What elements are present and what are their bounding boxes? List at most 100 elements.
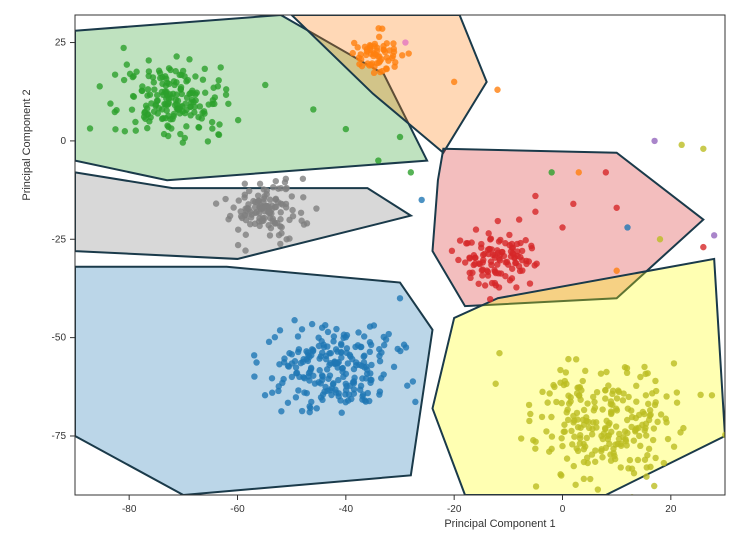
scatter-point (593, 424, 599, 430)
scatter-point (319, 373, 325, 379)
scatter-point (581, 407, 587, 413)
scatter-point (530, 437, 536, 443)
x-tick-label: -40 (339, 504, 354, 515)
scatter-point (485, 251, 491, 257)
scatter-point (195, 124, 201, 130)
scatter-point (381, 342, 387, 348)
scatter-point (160, 92, 166, 98)
outlier-point (375, 157, 381, 163)
scatter-point (372, 51, 378, 57)
scatter-point (497, 237, 503, 243)
scatter-point (289, 193, 295, 199)
scatter-point (680, 425, 686, 431)
scatter-point (533, 483, 539, 489)
scatter-point (582, 443, 588, 449)
scatter-point (335, 377, 341, 383)
scatter-point (290, 213, 296, 219)
scatter-point (262, 82, 268, 88)
scatter-point (575, 448, 581, 454)
scatter-point (186, 56, 192, 62)
scatter-point (558, 435, 564, 441)
scatter-point (647, 464, 653, 470)
scatter-point (178, 84, 184, 90)
scatter-point (309, 346, 315, 352)
scatter-point (316, 367, 322, 373)
scatter-point (609, 391, 615, 397)
scatter-point (340, 335, 346, 341)
scatter-point (216, 121, 222, 127)
scatter-point (253, 359, 259, 365)
scatter-point (306, 403, 312, 409)
scatter-point (167, 67, 173, 73)
scatter-point (625, 394, 631, 400)
scatter-point (146, 57, 152, 63)
scatter-point (192, 73, 198, 79)
scatter-point (652, 378, 658, 384)
outlier-point (548, 169, 554, 175)
scatter-point (298, 360, 304, 366)
scatter-point (269, 375, 275, 381)
scatter-point (301, 375, 307, 381)
scatter-point (202, 66, 208, 72)
scatter-point (529, 245, 535, 251)
scatter-point (216, 132, 222, 138)
scatter-point (151, 79, 157, 85)
scatter-point (650, 437, 656, 443)
scatter-point (475, 281, 481, 287)
scatter-point (275, 388, 281, 394)
scatter-point (709, 392, 715, 398)
scatter-point (243, 232, 249, 238)
scatter-point (365, 390, 371, 396)
scatter-point (371, 43, 377, 49)
scatter-point (565, 417, 571, 423)
scatter-point (280, 376, 286, 382)
scatter-point (631, 437, 637, 443)
scatter-point (565, 356, 571, 362)
scatter-point (624, 365, 630, 371)
scatter-point (518, 435, 524, 441)
scatter-point (252, 210, 258, 216)
y-tick-label: -25 (52, 234, 67, 245)
scatter-point (472, 261, 478, 267)
scatter-point (571, 463, 577, 469)
scatter-point (633, 383, 639, 389)
scatter-point (633, 415, 639, 421)
scatter-point (267, 232, 273, 238)
scatter-point (383, 336, 389, 342)
scatter-point (331, 333, 337, 339)
scatter-point (651, 425, 657, 431)
scatter-point (389, 55, 395, 61)
scatter-point (551, 384, 557, 390)
scatter-point (587, 476, 593, 482)
scatter-point (152, 103, 158, 109)
scatter-point (622, 436, 628, 442)
scatter-point (363, 52, 369, 58)
scatter-point (197, 103, 203, 109)
scatter-point (334, 348, 340, 354)
scatter-point (175, 107, 181, 113)
scatter-point (235, 242, 241, 248)
y-tick-label: 25 (55, 38, 67, 49)
scatter-point (478, 241, 484, 247)
scatter-point (674, 389, 680, 395)
scatter-point (202, 90, 208, 96)
scatter-point (571, 434, 577, 440)
scatter-point (526, 418, 532, 424)
scatter-point (492, 381, 498, 387)
scatter-point (357, 344, 363, 350)
scatter-point (403, 344, 409, 350)
scatter-point (620, 397, 626, 403)
scatter-point (496, 284, 502, 290)
scatter-point (364, 366, 370, 372)
scatter-point (236, 197, 242, 203)
scatter-point (342, 399, 348, 405)
scatter-point (326, 362, 332, 368)
scatter-point (379, 26, 385, 32)
scatter-point (166, 99, 172, 105)
scatter-point (343, 387, 349, 393)
scatter-point (602, 395, 608, 401)
scatter-point (154, 92, 160, 98)
scatter-point (410, 378, 416, 384)
scatter-point (509, 275, 515, 281)
y-axis-label: Principal Component 2 (21, 89, 33, 200)
